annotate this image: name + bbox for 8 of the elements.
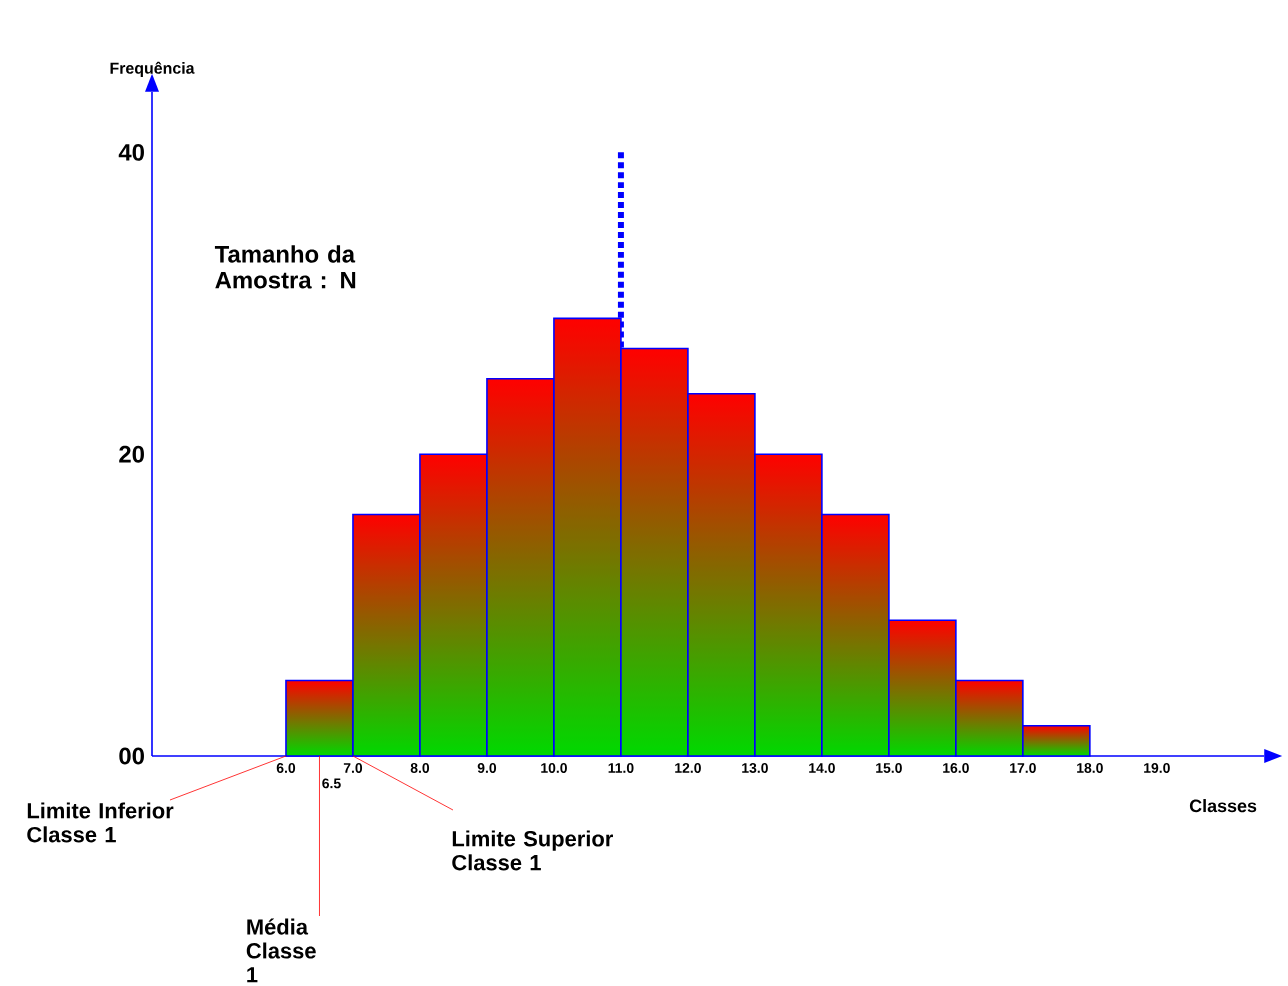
x-axis-title: Classes	[1189, 799, 1257, 813]
annotation: Tamanho da Amostra : N	[214, 245, 356, 289]
annotation: Limite Inferior Classe 1	[27, 802, 174, 843]
y-tick-label: 40	[118, 143, 144, 161]
annotation: Média Classe 1	[246, 918, 316, 983]
y-tick-label: 00	[119, 747, 144, 765]
y-tick-label: 20	[119, 445, 144, 463]
annotation: Limite Superior Classe 1	[452, 830, 613, 871]
